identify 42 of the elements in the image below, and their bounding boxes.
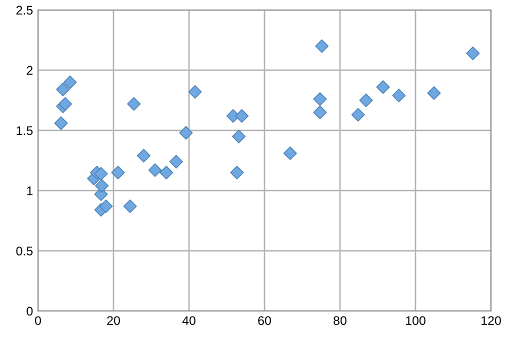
point	[230, 166, 244, 180]
point	[58, 97, 72, 111]
point	[427, 86, 441, 100]
x-tick-label: 120	[482, 316, 501, 326]
x-tick-label: 20	[107, 316, 120, 326]
point	[466, 46, 480, 60]
point	[283, 146, 297, 160]
y-tick-label: 1.5	[16, 126, 33, 136]
point	[54, 116, 68, 130]
x-tick-label: 0	[35, 316, 41, 326]
point	[111, 166, 125, 180]
point	[376, 80, 390, 94]
point	[351, 108, 365, 122]
y-tick-label: 1	[27, 186, 33, 196]
point	[169, 154, 183, 168]
point	[63, 75, 77, 90]
point	[123, 199, 137, 214]
point	[232, 130, 246, 144]
point	[235, 109, 249, 123]
point	[56, 82, 70, 96]
x-tick-label: 40	[182, 316, 196, 326]
x-tick-label: 80	[334, 316, 346, 326]
point	[315, 39, 329, 53]
y-tick-label: 2.5	[16, 6, 33, 15]
point	[95, 179, 109, 193]
point	[136, 148, 150, 162]
point	[188, 85, 202, 99]
point	[313, 92, 327, 106]
point	[94, 166, 108, 181]
y-tick-label: 0.5	[16, 246, 33, 256]
point	[148, 163, 162, 177]
point	[392, 88, 406, 102]
point	[160, 166, 174, 180]
point	[99, 199, 113, 214]
y-tick-label: 0	[26, 306, 33, 316]
x-tick-label: 60	[258, 316, 271, 326]
point	[313, 106, 327, 120]
point	[179, 126, 193, 140]
y-tick-label: 2	[26, 66, 33, 75]
point	[127, 97, 141, 111]
point	[359, 94, 373, 108]
x-tick-label: 100	[406, 316, 426, 326]
